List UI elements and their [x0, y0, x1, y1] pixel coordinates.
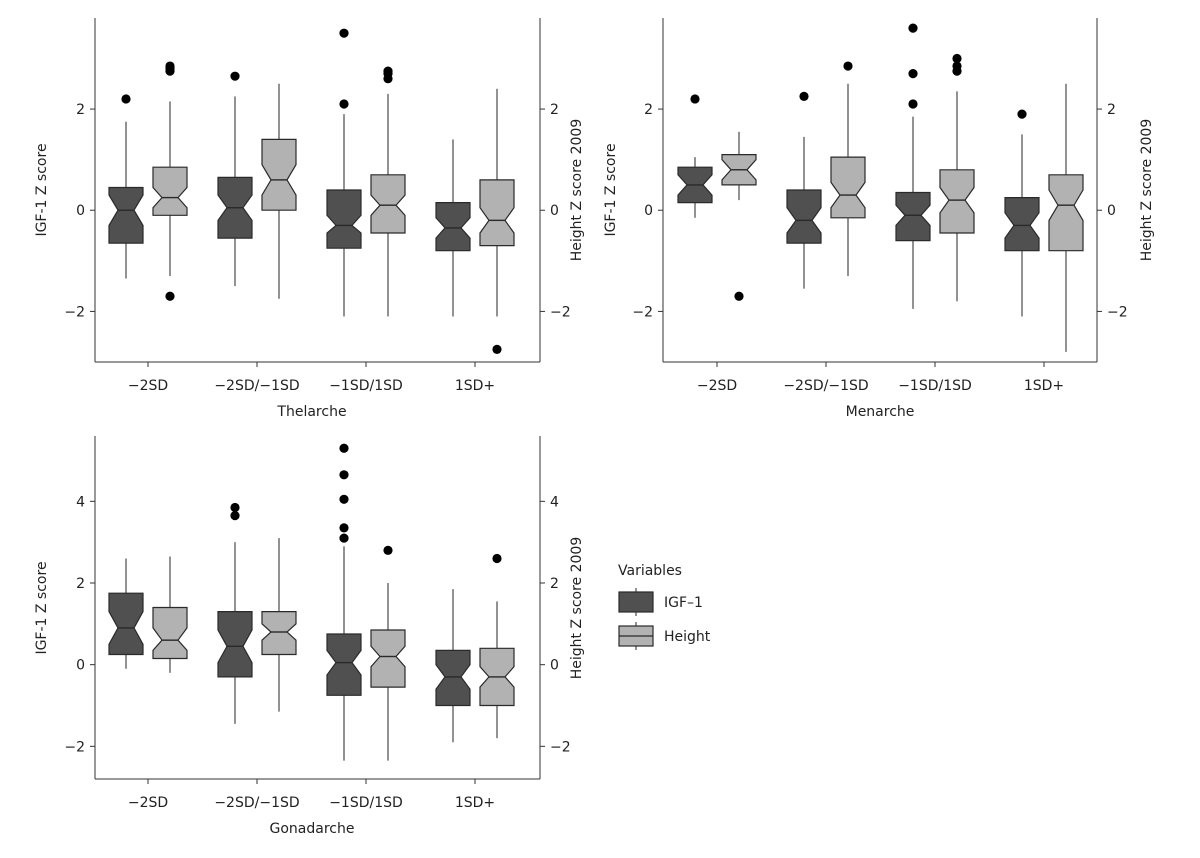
thelarche-x-axis-title: Thelarche: [276, 404, 346, 420]
gonadarche-igf1-box: [217, 610, 253, 678]
menarche-igf1-box: [895, 191, 931, 242]
gonadarche-left-tick-label: 4: [76, 494, 85, 510]
menarche-left-tick-label: 2: [644, 102, 653, 118]
legend-height-label: Height: [664, 629, 711, 645]
thelarche-left-tick-label: 2: [76, 102, 85, 118]
thelarche-igf1-box: [108, 186, 144, 244]
menarche-igf1-box: [786, 189, 822, 244]
thelarche-igf1-box: [326, 189, 362, 249]
legend: Variables IGF–1 Height: [618, 563, 711, 650]
menarche-x-tick-label: −1SD/1SD: [898, 378, 972, 394]
menarche-x-tick-label: 1SD+: [1024, 378, 1064, 394]
gonadarche-igf1-outlier: [339, 523, 349, 533]
menarche-right-tick-label: 0: [1107, 203, 1116, 219]
thelarche-height-box: [370, 174, 406, 234]
thelarche-x-tick-label: 1SD+: [455, 378, 495, 394]
menarche-igf1-outlier: [799, 91, 809, 102]
menarche-right-tick-label: −2: [1107, 304, 1128, 320]
gonadarche-x-tick-label: −2SD: [128, 795, 168, 811]
gonadarche-height-outlier: [383, 545, 393, 555]
menarche-igf1-outlier: [1017, 109, 1027, 119]
thelarche-panel: Thelarche IGF-1 Z score Height Z score 2…: [34, 18, 585, 420]
gonadarche-right-y-axis-title: Height Z score 2009: [569, 537, 585, 679]
gonadarche-x-tick-label: −1SD/1SD: [329, 795, 403, 811]
thelarche-igf1-outlier: [230, 71, 240, 81]
menarche-igf1-outlier: [690, 94, 700, 104]
gonadarche-height-outlier: [492, 553, 502, 564]
menarche-height-box: [830, 156, 866, 219]
gonadarche-igf1-box: [108, 592, 144, 656]
menarche-x-tick-label: −2SD/−1SD: [783, 378, 868, 394]
thelarche-left-y-axis-title: IGF-1 Z score: [34, 143, 50, 236]
menarche-igf1-outlier: [908, 69, 918, 79]
menarche-height-outlier: [952, 53, 962, 64]
gonadarche-igf1-outlier: [230, 511, 240, 521]
thelarche-right-y-axis-title: Height Z score 2009: [569, 119, 585, 261]
gonadarche-panel: Gonadarche IGF-1 Z score Height Z score …: [34, 436, 585, 837]
thelarche-igf1-box: [435, 202, 471, 252]
gonadarche-x-tick-label: 1SD+: [455, 795, 495, 811]
legend-igf1-label: IGF–1: [664, 595, 703, 611]
thelarche-left-tick-label: 0: [76, 203, 85, 219]
menarche-left-y-axis-title: IGF-1 Z score: [603, 143, 619, 236]
gonadarche-x-tick-label: −2SD/−1SD: [214, 795, 299, 811]
legend-item-igf1: IGF–1: [618, 588, 703, 616]
gonadarche-igf1-box: [326, 633, 362, 696]
menarche-height-outlier: [734, 291, 744, 301]
gonadarche-igf1-box: [435, 649, 471, 707]
legend-title: Variables: [618, 563, 682, 579]
gonadarche-left-tick-label: 0: [76, 658, 85, 674]
gonadarche-right-tick-label: 4: [550, 494, 559, 510]
gonadarche-left-tick-label: −2: [64, 739, 85, 755]
menarche-height-box: [1048, 174, 1084, 252]
menarche-left-tick-label: −2: [632, 304, 653, 320]
thelarche-right-tick-label: −2: [550, 304, 571, 320]
menarche-right-tick-label: 2: [1107, 102, 1116, 118]
thelarche-height-box: [479, 179, 515, 247]
menarche-height-outlier: [843, 61, 853, 71]
thelarche-height-outlier: [383, 66, 393, 76]
gonadarche-igf1-outlier: [230, 502, 240, 513]
gonadarche-left-tick-label: 2: [76, 576, 85, 592]
menarche-x-tick-label: −2SD: [697, 378, 737, 394]
gonadarche-height-box: [370, 629, 406, 688]
menarche-height-outlier: [952, 61, 962, 71]
gonadarche-igf1-outlier: [339, 494, 349, 504]
thelarche-x-tick-label: −1SD/1SD: [329, 378, 403, 394]
menarche-igf1-outlier: [908, 99, 918, 109]
gonadarche-height-box: [152, 606, 188, 660]
legend-igf1-swatch: [618, 591, 654, 613]
thelarche-height-box: [261, 138, 297, 211]
gonadarche-right-tick-label: 0: [550, 658, 559, 674]
menarche-left-tick-label: 0: [644, 203, 653, 219]
menarche-igf1-box: [1004, 197, 1040, 252]
gonadarche-igf1-outlier: [339, 470, 349, 480]
thelarche-height-outlier: [165, 291, 175, 301]
gonadarche-igf1-outlier: [339, 533, 349, 543]
menarche-height-box: [939, 169, 975, 234]
thelarche-igf1-outlier: [339, 28, 349, 38]
gonadarche-left-y-axis-title: IGF-1 Z score: [34, 561, 50, 654]
menarche-x-axis-title: Menarche: [846, 404, 915, 420]
thelarche-igf1-outlier: [121, 94, 131, 104]
gonadarche-right-tick-label: 2: [550, 576, 559, 592]
gonadarche-igf1-outlier: [339, 443, 349, 453]
thelarche-x-tick-label: −2SD: [128, 378, 168, 394]
gonadarche-x-axis-title: Gonadarche: [270, 821, 355, 837]
thelarche-x-tick-label: −2SD/−1SD: [214, 378, 299, 394]
menarche-right-y-axis-title: Height Z score 2009: [1139, 119, 1155, 261]
gonadarche-right-tick-label: −2: [550, 739, 571, 755]
thelarche-height-box: [152, 166, 188, 216]
thelarche-igf1-outlier: [339, 99, 349, 109]
menarche-panel: Menarche IGF-1 Z score Height Z score 20…: [603, 18, 1155, 420]
thelarche-left-tick-label: −2: [64, 304, 85, 320]
thelarche-height-outlier: [165, 61, 175, 71]
thelarche-right-tick-label: 2: [550, 102, 559, 118]
thelarche-right-tick-label: 0: [550, 203, 559, 219]
legend-item-height: Height: [618, 622, 711, 650]
thelarche-height-outlier: [492, 344, 502, 354]
gonadarche-height-box: [261, 610, 297, 656]
menarche-igf1-outlier: [908, 23, 918, 33]
